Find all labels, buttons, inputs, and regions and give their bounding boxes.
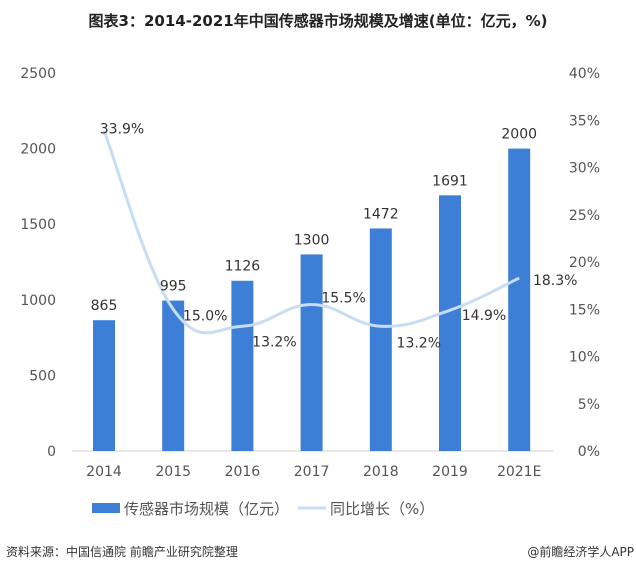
legend-swatch-bar bbox=[92, 503, 120, 513]
bar-data-label: 995 bbox=[160, 279, 187, 295]
left-tick-label: 0 bbox=[47, 444, 56, 460]
right-tick-label: 0% bbox=[578, 444, 600, 460]
x-tick-label: 2016 bbox=[225, 464, 261, 480]
x-tick-label: 2019 bbox=[432, 464, 468, 480]
bar-data-label: 865 bbox=[91, 298, 118, 314]
x-tick-label: 2021E bbox=[497, 464, 541, 480]
right-tick-label: 20% bbox=[569, 255, 600, 271]
bar-2017 bbox=[300, 254, 323, 451]
bar-data-label: 1691 bbox=[432, 173, 468, 189]
growth-data-label: 15.5% bbox=[321, 291, 365, 307]
left-tick-label: 2500 bbox=[20, 66, 56, 82]
right-tick-label: 25% bbox=[569, 208, 600, 224]
growth-data-label: 33.9% bbox=[100, 122, 144, 138]
bar-2019 bbox=[439, 195, 461, 451]
right-tick-label: 15% bbox=[569, 302, 600, 318]
growth-data-label: 18.3% bbox=[533, 273, 577, 289]
x-tick-label: 2017 bbox=[294, 464, 330, 480]
right-tick-label: 30% bbox=[569, 161, 600, 177]
legend-bar-label: 传感器市场规模（亿元） bbox=[124, 500, 289, 518]
right-tick-label: 5% bbox=[578, 397, 600, 413]
bar-data-label: 1126 bbox=[225, 259, 261, 275]
growth-data-label: 13.2% bbox=[252, 334, 296, 350]
left-tick-label: 1000 bbox=[20, 293, 56, 309]
bar-data-label: 1472 bbox=[363, 206, 399, 222]
growth-data-label: 14.9% bbox=[462, 308, 506, 324]
bar-2016 bbox=[231, 280, 254, 451]
bar-2014 bbox=[93, 320, 115, 451]
growth-data-label: 13.2% bbox=[397, 335, 441, 351]
right-tick-label: 40% bbox=[569, 66, 600, 82]
bar-data-label: 2000 bbox=[501, 127, 537, 143]
growth-data-label: 15.0% bbox=[183, 308, 227, 324]
growth-line bbox=[102, 130, 520, 335]
legend-line-label: 同比增长（%） bbox=[330, 500, 434, 518]
bar-2021E bbox=[508, 148, 531, 451]
x-tick-label: 2018 bbox=[363, 464, 399, 480]
left-tick-label: 2000 bbox=[20, 142, 56, 158]
bar-data-label: 1300 bbox=[294, 232, 330, 248]
source-note: 资料来源：中国信通院 前瞻产业研究院整理 bbox=[6, 544, 238, 559]
left-tick-label: 1500 bbox=[20, 217, 56, 233]
x-tick-label: 2015 bbox=[155, 464, 191, 480]
right-tick-label: 35% bbox=[569, 113, 600, 129]
chart-title: 图表3：2014-2021年中国传感器市场规模及增速(单位：亿元，%) bbox=[89, 12, 548, 30]
legend: 传感器市场规模（亿元） 同比增长（%） bbox=[92, 500, 434, 518]
bar-2018 bbox=[369, 228, 392, 451]
credit: @前瞻经济学人APP bbox=[527, 544, 634, 559]
left-tick-label: 500 bbox=[29, 368, 56, 384]
right-tick-label: 10% bbox=[569, 350, 600, 366]
bar-2015 bbox=[162, 300, 185, 451]
x-tick-label: 2014 bbox=[86, 464, 122, 480]
